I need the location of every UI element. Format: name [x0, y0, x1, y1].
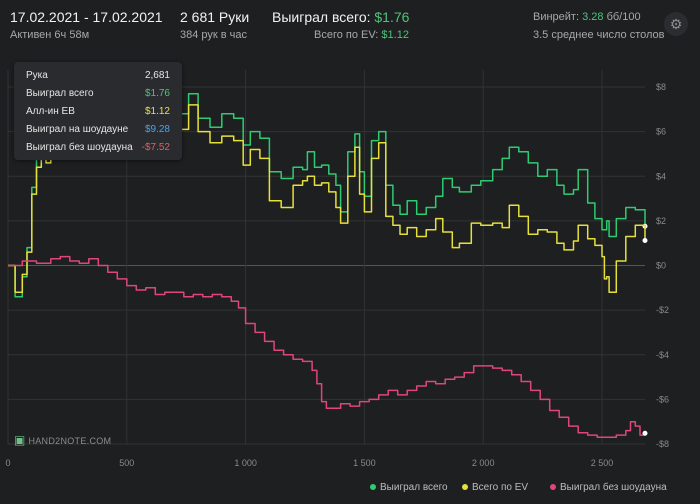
- y-tick-label: -$6: [656, 394, 669, 404]
- won-total-value: $1.76: [374, 9, 410, 25]
- legend-label: Выиграл без шоудауна: [560, 482, 667, 493]
- hover-tooltip: Рука 2,681 Выиграл всего $1.76 Алл-ин EB…: [14, 62, 182, 160]
- y-tick-label: -$8: [656, 439, 669, 449]
- hands-count: 2 681 Руки: [180, 9, 250, 25]
- tooltip-row-non-showdown: Выиграл без шоудауна -$7.52: [26, 142, 170, 160]
- y-tick-label: $2: [656, 216, 666, 226]
- settings-gear-icon[interactable]: ⚙: [664, 12, 688, 36]
- y-tick-label: $4: [656, 171, 666, 181]
- tooltip-value: -$7.52: [141, 142, 170, 153]
- tooltip-row-showdown: Выиграл на шоудауне $9.28: [26, 124, 170, 142]
- tooltip-label: Выиграл всего: [26, 88, 94, 99]
- winrate: Винрейт: 3.28 бб/100: [533, 11, 641, 23]
- header: 17.02.2021 - 17.02.2021 Активен 6ч 58м 2…: [0, 0, 700, 48]
- tooltip-value: $1.76: [144, 88, 170, 99]
- tooltip-label: Алл-ин EB: [26, 106, 75, 117]
- tooltip-row-hand: Рука 2,681: [26, 70, 170, 88]
- tick-labels: -$8 -$6 -$4 -$2 $0 $2 $4 $6 $8 0 500 1 000 1 500 2 00…: [5, 82, 669, 468]
- legend-item-ev-total[interactable]: Всего по EV: [462, 482, 528, 493]
- tooltip-label: Рука: [26, 70, 48, 81]
- legend-swatch: [550, 484, 556, 491]
- y-tick-label: $6: [656, 127, 666, 137]
- tooltip-row-won-total: Выиграл всего $1.76: [26, 88, 170, 106]
- hands-per-hour: 384 рук в час: [180, 29, 248, 41]
- x-tick-label: 0: [5, 458, 10, 468]
- tooltip-row-allin-ev: Алл-ин EB $1.12: [26, 106, 170, 124]
- date-range[interactable]: 17.02.2021 - 17.02.2021: [10, 9, 163, 25]
- tooltip-value: $9.28: [144, 124, 170, 135]
- legend-item-won-total[interactable]: Выиграл всего: [370, 482, 448, 493]
- tooltip-value: $1.12: [144, 106, 170, 117]
- legend-label: Выиграл всего: [380, 482, 448, 493]
- series-line-2: [8, 255, 646, 439]
- x-tick-label: 1 000: [234, 458, 257, 468]
- ev-total: Всего по EV: $1.12: [314, 29, 409, 41]
- series-end-point: [642, 238, 648, 244]
- logo-text: HAND2NOTE.COM: [28, 436, 112, 446]
- x-tick-label: 2 500: [591, 458, 614, 468]
- legend-item-non-showdown[interactable]: Выиграл без шоудауна: [550, 482, 667, 493]
- winrate-value: 3.28: [582, 11, 604, 23]
- grid: [7, 70, 645, 445]
- legend-swatch: [462, 484, 468, 491]
- x-tick-label: 2 000: [472, 458, 495, 468]
- chart-legend: Выиграл всего Всего по EV Выиграл без шо…: [370, 482, 690, 496]
- hand2note-logo: ▣ HAND2NOTE.COM: [14, 433, 111, 447]
- won-total-label: Выиграл всего:: [272, 9, 371, 25]
- y-tick-label: -$2: [656, 305, 669, 315]
- active-time: Активен 6ч 58м: [10, 29, 90, 41]
- x-tick-label: 1 500: [353, 458, 376, 468]
- winrate-label: Винрейт:: [533, 11, 580, 23]
- logo-mark-icon: ▣: [14, 433, 26, 447]
- winrate-unit: бб/100: [606, 11, 641, 23]
- legend-swatch: [370, 484, 376, 491]
- tooltip-value: 2,681: [144, 70, 170, 81]
- y-tick-label: -$4: [656, 350, 669, 360]
- ev-total-value: $1.12: [381, 29, 409, 41]
- y-tick-label: $8: [656, 82, 666, 92]
- tooltip-label: Выиграл без шоудауна: [26, 142, 133, 153]
- y-tick-label: $0: [656, 261, 666, 271]
- won-total: Выиграл всего: $1.76: [272, 9, 409, 25]
- legend-label: Всего по EV: [472, 482, 529, 493]
- series-end-point: [642, 430, 648, 436]
- ev-total-label: Всего по EV:: [314, 29, 379, 41]
- x-tick-label: 500: [119, 458, 134, 468]
- avg-tables: 3.5 среднее число столов: [533, 29, 665, 41]
- tooltip-label: Выиграл на шоудауне: [26, 124, 129, 135]
